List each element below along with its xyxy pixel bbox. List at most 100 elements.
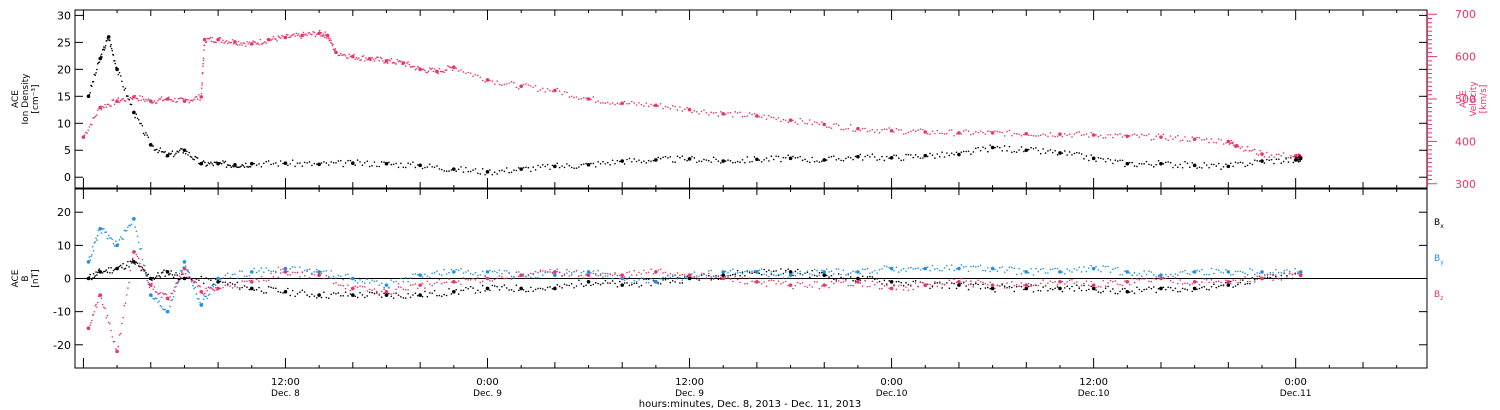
bz-trace xyxy=(143,270,146,273)
bx-trace xyxy=(866,276,869,278)
bz-point xyxy=(1298,273,1303,277)
bx-trace xyxy=(1023,288,1025,291)
velocity-trace xyxy=(893,131,895,133)
bz-trace xyxy=(780,283,782,285)
by-trace xyxy=(112,242,115,245)
density-trace xyxy=(96,68,98,71)
by-trace xyxy=(137,241,140,244)
density-trace xyxy=(657,156,660,159)
density-trace xyxy=(1011,151,1013,154)
velocity-trace xyxy=(1112,136,1114,139)
bx-trace xyxy=(214,278,217,280)
bz-trace xyxy=(561,274,563,277)
velocity-trace xyxy=(1015,133,1018,135)
bx-trace xyxy=(611,280,614,282)
velocity-trace xyxy=(604,102,607,105)
bz-trace xyxy=(1078,286,1080,288)
velocity-trace xyxy=(1143,134,1145,137)
velocity-trace xyxy=(141,95,144,98)
by-trace xyxy=(1049,268,1052,271)
by-trace xyxy=(436,270,438,273)
bx-trace xyxy=(349,293,352,295)
density-trace xyxy=(633,158,636,160)
density-axis-tick-label: 10 xyxy=(57,117,71,130)
by-trace xyxy=(970,265,972,268)
velocity-trace xyxy=(188,101,191,104)
velocity-trace xyxy=(192,99,194,102)
velocity-trace xyxy=(1220,139,1222,141)
by-trace xyxy=(1232,273,1234,276)
by-point xyxy=(418,273,422,277)
bx-trace xyxy=(806,271,809,274)
bx-trace xyxy=(902,284,905,287)
bx-trace xyxy=(128,266,130,268)
bz-trace xyxy=(1145,277,1148,280)
velocity-trace xyxy=(732,116,734,118)
velocity-trace xyxy=(979,130,982,132)
bz-trace xyxy=(491,280,494,282)
bx-trace xyxy=(226,283,229,285)
bz-trace xyxy=(1152,277,1155,280)
velocity-trace xyxy=(371,56,373,59)
velocity-point xyxy=(687,107,692,112)
bz-trace xyxy=(578,275,580,278)
velocity-trace xyxy=(1083,133,1085,136)
by-trace xyxy=(784,271,787,274)
velocity-trace xyxy=(136,97,139,100)
density-trace xyxy=(160,151,163,153)
velocity-trace xyxy=(806,123,809,125)
density-trace xyxy=(1102,158,1105,160)
velocity-trace xyxy=(1203,138,1206,141)
velocity-trace xyxy=(828,126,830,129)
density-trace xyxy=(368,165,371,168)
velocity-trace xyxy=(360,59,363,61)
bz-trace xyxy=(323,277,325,280)
density-trace xyxy=(103,49,106,51)
bx-trace xyxy=(146,274,148,276)
density-trace xyxy=(686,159,688,162)
density-trace xyxy=(643,160,645,162)
bz-point xyxy=(1058,280,1062,284)
bz-trace xyxy=(566,268,568,271)
velocity-point xyxy=(216,37,220,42)
by-trace xyxy=(669,276,672,279)
bz-trace xyxy=(366,290,369,292)
by-trace xyxy=(1280,271,1283,274)
by-trace xyxy=(1239,270,1242,273)
by-point xyxy=(216,276,220,281)
velocity-trace xyxy=(1150,139,1153,141)
velocity-trace xyxy=(866,130,869,133)
velocity-trace xyxy=(158,98,160,100)
density-trace xyxy=(282,162,284,165)
by-trace xyxy=(1032,274,1035,276)
velocity-trace xyxy=(373,60,376,62)
density-point xyxy=(990,145,995,150)
density-trace xyxy=(664,155,667,158)
velocity-trace xyxy=(302,31,305,34)
bz-point xyxy=(519,273,523,277)
density-trace xyxy=(313,162,316,165)
density-trace xyxy=(676,155,679,158)
bx-trace xyxy=(544,289,547,291)
density-trace xyxy=(580,163,583,166)
density-trace xyxy=(174,154,176,156)
bx-trace xyxy=(224,281,227,283)
bx-trace xyxy=(1003,285,1006,288)
density-trace xyxy=(208,162,211,165)
density-trace xyxy=(821,160,823,163)
bx-trace xyxy=(364,296,366,299)
velocity-trace xyxy=(472,75,474,77)
by-trace xyxy=(840,273,842,276)
bz-trace xyxy=(784,280,787,283)
bx-trace xyxy=(107,267,110,269)
bz-trace xyxy=(746,282,749,285)
density-trace xyxy=(1148,163,1150,166)
bx-trace xyxy=(455,288,458,291)
density-trace xyxy=(270,163,272,166)
velocity-trace xyxy=(382,60,384,62)
bz-trace xyxy=(416,287,419,290)
bx-trace xyxy=(1140,290,1143,293)
velocity-trace xyxy=(225,39,228,42)
velocity-trace xyxy=(1162,133,1165,136)
